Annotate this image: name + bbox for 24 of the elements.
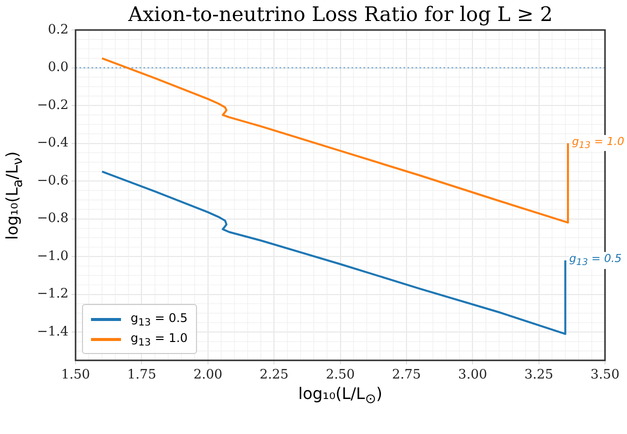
x-tick-label: 2.00 [193,368,222,383]
legend-label: g$_{13}$ = 1.0 [130,330,188,348]
x-tick-label: 2.75 [392,368,421,383]
x-tick-label: 3.25 [524,368,554,383]
y-tick-label: −1.0 [36,248,69,264]
annotation: g$_{13}$ = 1.0 [572,135,624,152]
y-tick-label: −0.6 [36,173,69,188]
x-tick-label: 3.00 [458,368,488,383]
legend-label: g$_{13}$ = 0.5 [130,310,188,328]
x-tick-label: 3.50 [590,368,620,383]
y-tick-label: −1.4 [36,324,69,340]
x-tick-label: 2.50 [326,368,355,383]
y-tick-label: −0.4 [36,136,69,151]
y-tick-label: −1.2 [36,286,69,302]
y-tick-label: −0.8 [36,211,69,226]
x-tick-label: 1.75 [127,368,156,383]
y-tick-label: −0.2 [36,98,69,113]
x-axis-title: log₁₀(L/L$_{⊙}$) [298,384,382,408]
chart-title: Axion-to-neutrino Loss Ratio for log L ≥ 2 [128,2,553,26]
y-tick-label: 0.0 [48,60,69,76]
y-tick-label: 0.2 [48,22,69,38]
annotation: g$_{13}$ = 0.5 [569,252,622,269]
x-tick-label: 2.25 [260,368,289,383]
x-tick-label: 1.50 [61,368,90,383]
